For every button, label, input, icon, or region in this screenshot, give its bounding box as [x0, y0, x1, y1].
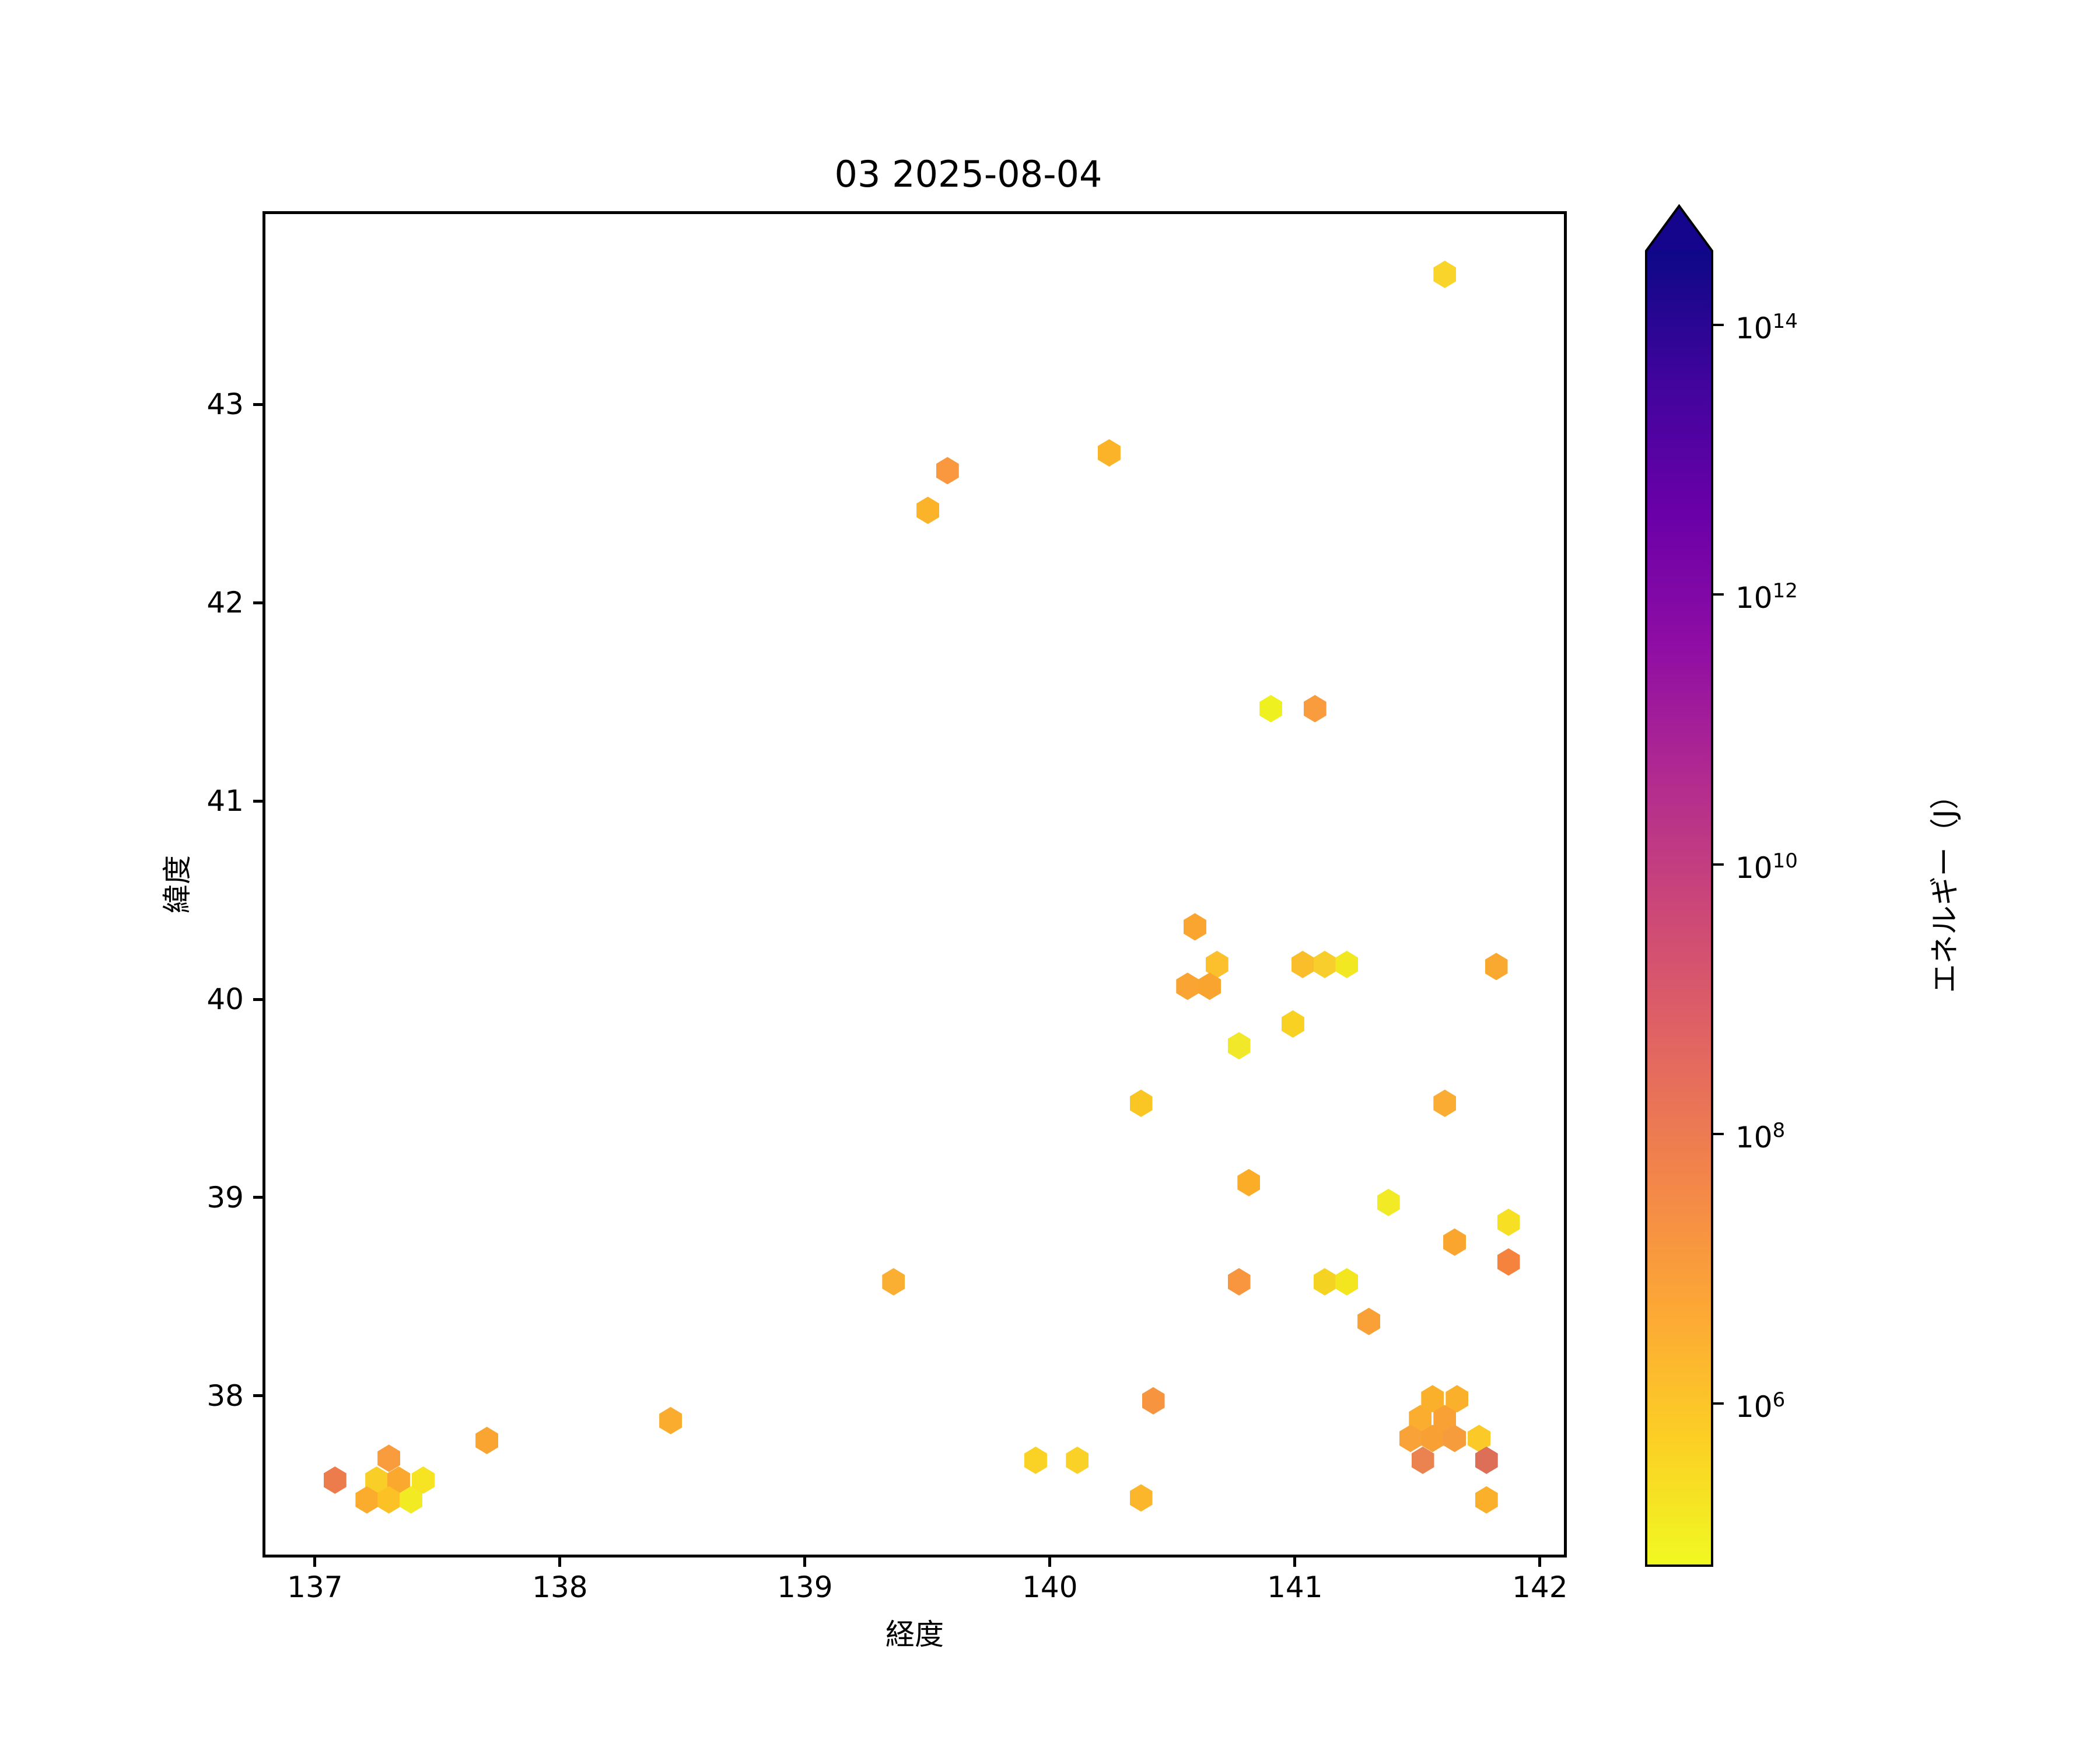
hexbin-point [882, 1268, 905, 1296]
hexbin-point [1024, 1446, 1047, 1474]
hexbin-point [1227, 1268, 1251, 1296]
x-tick-label: 138 [532, 1570, 588, 1604]
hexbin-point [1291, 950, 1314, 978]
hexbin-point [1443, 1228, 1466, 1256]
x-tick-mark [1048, 1558, 1052, 1567]
hexbin-point [1066, 1446, 1089, 1474]
chart-title: 03 2025-08-04 [834, 153, 1102, 195]
hexbin-point [1176, 972, 1199, 1000]
colorbar-extend-arrow [1646, 206, 1712, 251]
hexbin-point [1377, 1188, 1400, 1216]
colorbar-tick-mark [1713, 863, 1724, 866]
y-tick-mark [253, 998, 262, 1001]
x-tick-mark [558, 1558, 562, 1567]
hexbin-point [1142, 1387, 1165, 1415]
hexbin-point [1357, 1307, 1381, 1335]
colorbar-tick-label: 106 [1735, 1388, 1786, 1424]
hexbin-point [1335, 1268, 1359, 1296]
x-tick-label: 137 [287, 1570, 343, 1604]
hexbin-point [1485, 953, 1508, 981]
hexbin-point [1335, 950, 1359, 978]
hexbin-point [1497, 1208, 1520, 1236]
colorbar-tick-mark [1713, 593, 1724, 596]
x-axis-label: 経度 [886, 1618, 944, 1651]
hexbin-point [1475, 1486, 1498, 1514]
colorbar-tick-mark [1713, 1133, 1724, 1136]
hexbin-point [1259, 695, 1283, 723]
colorbar-tick-label: 108 [1735, 1119, 1786, 1154]
y-tick-label: 41 [206, 784, 244, 818]
hexbin-point [1303, 695, 1326, 723]
colorbar-tick-label: 1014 [1735, 310, 1798, 345]
y-tick-mark [253, 601, 262, 604]
hexbin-point [1313, 1268, 1336, 1296]
colorbar-tick-label: 1010 [1735, 849, 1798, 885]
hexbin-point [1129, 1089, 1153, 1117]
hexbin-point [323, 1466, 346, 1494]
colorbar-tick-mark [1713, 324, 1724, 327]
hexbin-point [936, 457, 959, 485]
hexbin-point [1497, 1248, 1520, 1276]
colorbar-label: エネルギー（J） [1928, 780, 1962, 993]
hexbin-point [1227, 1032, 1251, 1060]
x-tick-mark [803, 1558, 807, 1567]
hexbin-point [475, 1426, 499, 1454]
colorbar-tick-label: 1012 [1735, 579, 1798, 615]
y-tick-label: 43 [206, 387, 244, 422]
y-axis-label: 緯度 [160, 855, 194, 914]
colorbar-gradient [1645, 251, 1713, 1567]
x-tick-label: 140 [1022, 1570, 1078, 1604]
x-tick-label: 142 [1512, 1570, 1568, 1604]
hexbin-point [1313, 950, 1336, 978]
hexbin-point [1237, 1168, 1261, 1196]
y-tick-label: 40 [206, 982, 244, 1016]
hexbin-point [659, 1406, 682, 1434]
hexbin-point [1281, 1010, 1304, 1038]
y-tick-mark [253, 1196, 262, 1199]
y-tick-label: 38 [206, 1378, 244, 1413]
y-tick-mark [253, 799, 262, 803]
hexbin-point [1183, 913, 1206, 941]
hexbin-point [1097, 439, 1121, 467]
hexbin-point [916, 496, 940, 524]
x-tick-mark [313, 1558, 317, 1567]
x-tick-label: 141 [1267, 1570, 1323, 1604]
hexbin-point [1433, 260, 1457, 288]
hexbin-point [1198, 972, 1222, 1000]
colorbar [1645, 204, 1713, 1567]
x-tick-mark [1538, 1558, 1542, 1567]
plot-area [262, 211, 1567, 1558]
x-tick-mark [1293, 1558, 1297, 1567]
colorbar-tick-mark [1713, 1402, 1724, 1405]
hexbin-point [1129, 1484, 1153, 1512]
x-tick-label: 139 [777, 1570, 833, 1604]
y-tick-label: 42 [206, 586, 244, 620]
hexbin-point [1433, 1089, 1457, 1117]
y-tick-mark [253, 1394, 262, 1398]
y-tick-mark [253, 402, 262, 406]
y-tick-label: 39 [206, 1180, 244, 1214]
